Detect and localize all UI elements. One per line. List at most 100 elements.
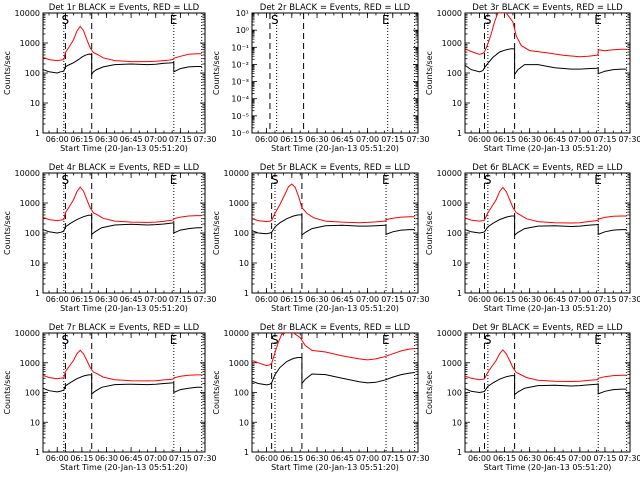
y-tick-label: 10 bbox=[452, 259, 462, 268]
x-tick-label: 06:45 bbox=[543, 454, 566, 463]
chart-title: Det 7r BLACK = Events, RED = LLD bbox=[49, 323, 200, 333]
y-tick-label: 1000 bbox=[20, 199, 40, 208]
marker-e: E bbox=[382, 173, 390, 187]
y-tick-label: 1000 bbox=[229, 199, 249, 208]
lld-series-line bbox=[43, 186, 202, 223]
events-series-line bbox=[465, 375, 627, 396]
x-tick-label: 06:15 bbox=[70, 135, 93, 144]
y-tick-label: 10⁻³ bbox=[231, 78, 249, 87]
x-tick-label: 07:30 bbox=[406, 454, 429, 463]
x-tick-label: 06:45 bbox=[543, 135, 566, 144]
x-axis-label: Start Time (20-Jan-13 05:51:20) bbox=[271, 304, 399, 313]
plot-frame bbox=[251, 172, 419, 294]
x-tick-label: 07:30 bbox=[193, 454, 216, 463]
panel-7: Det 7r BLACK = Events, RED = LLD 1 10 100 10… bbox=[3, 323, 217, 472]
x-tick-label: 06:30 bbox=[518, 295, 541, 304]
events-series-line bbox=[43, 374, 202, 395]
y-tick-label: 10 bbox=[452, 99, 462, 108]
chart-title: Det 3r BLACK = Events, RED = LLD bbox=[472, 3, 623, 13]
x-axis-label: Start Time (20-Jan-13 05:51:20) bbox=[484, 463, 612, 472]
y-tick-label: 10 bbox=[30, 99, 40, 108]
x-tick-label: 06:15 bbox=[280, 454, 303, 463]
x-tick-label: 07:15 bbox=[169, 295, 192, 304]
x-tick-label: 07:00 bbox=[568, 135, 591, 144]
y-tick-label: 1000 bbox=[20, 359, 40, 368]
panel-2: Det 2r BLACK = Events, RED = LLD 10⁻⁶ 10⁻⁵… bbox=[212, 3, 430, 153]
marker-s: S bbox=[271, 333, 279, 347]
x-tick-label: 07:30 bbox=[193, 295, 216, 304]
y-tick-label: 1000 bbox=[20, 39, 40, 48]
y-tick-label: 10 bbox=[452, 418, 462, 427]
plot-frame bbox=[42, 172, 206, 294]
x-tick-label: 06:00 bbox=[46, 135, 69, 144]
x-tick-label: 06:15 bbox=[280, 295, 303, 304]
lld-series-line bbox=[465, 13, 627, 58]
y-tick-label: 10000 bbox=[15, 169, 40, 178]
panel-6: Det 6r BLACK = Events, RED = LLD 1 10 100 10… bbox=[425, 163, 640, 313]
y-tick-label: 100 bbox=[25, 229, 40, 238]
y-axis-label: Counts/sec bbox=[212, 211, 221, 255]
x-tick-label: 06:45 bbox=[120, 295, 143, 304]
y-tick-label: 10¹ bbox=[236, 9, 249, 18]
y-tick-label: 10000 bbox=[437, 9, 462, 18]
lld-series-line bbox=[465, 186, 627, 224]
y-tick-label: 1 bbox=[457, 129, 462, 138]
x-tick-label: 07:15 bbox=[593, 135, 616, 144]
x-tick-label: 07:30 bbox=[193, 135, 216, 144]
x-tick-label: 06:45 bbox=[120, 454, 143, 463]
x-axis-label: Start Time (20-Jan-13 05:51:20) bbox=[271, 144, 399, 153]
y-tick-label: 1 bbox=[244, 289, 249, 298]
x-tick-label: 07:00 bbox=[144, 295, 167, 304]
x-tick-label: 06:30 bbox=[95, 295, 118, 304]
marker-e: E bbox=[170, 333, 178, 347]
marker-e: E bbox=[594, 333, 602, 347]
x-tick-label: 07:15 bbox=[381, 135, 404, 144]
lld-series-line bbox=[252, 333, 415, 367]
events-series-line bbox=[252, 214, 415, 237]
marker-s: S bbox=[271, 173, 279, 187]
x-tick-label: 07:00 bbox=[568, 454, 591, 463]
x-tick-label: 06:45 bbox=[331, 454, 354, 463]
y-tick-label: 1 bbox=[35, 289, 40, 298]
lld-series-line bbox=[43, 349, 202, 382]
x-tick-label: 07:00 bbox=[144, 135, 167, 144]
x-tick-label: 06:30 bbox=[306, 295, 329, 304]
y-tick-label: 1 bbox=[457, 448, 462, 457]
x-tick-label: 07:30 bbox=[618, 135, 640, 144]
y-tick-label: 1000 bbox=[442, 39, 462, 48]
plot-frame bbox=[464, 332, 631, 453]
y-tick-label: 10 bbox=[30, 418, 40, 427]
y-tick-label: 10⁻⁶ bbox=[231, 129, 249, 138]
y-tick-label: 1000 bbox=[442, 359, 462, 368]
panel-8: Det 8r BLACK = Events, RED = LLD 1 10 100 10… bbox=[212, 323, 430, 472]
x-tick-label: 06:30 bbox=[306, 454, 329, 463]
x-tick-label: 07:00 bbox=[568, 295, 591, 304]
y-tick-label: 10⁻⁵ bbox=[231, 112, 249, 121]
x-tick-label: 07:15 bbox=[593, 295, 616, 304]
plot-frame bbox=[251, 332, 419, 453]
x-tick-label: 06:45 bbox=[331, 135, 354, 144]
y-tick-label: 10⁻⁴ bbox=[231, 95, 249, 104]
y-tick-label: 1 bbox=[35, 448, 40, 457]
y-tick-label: 1 bbox=[244, 448, 249, 457]
plot-frame bbox=[464, 12, 631, 134]
y-axis-label: Counts/sec bbox=[425, 51, 434, 95]
y-tick-label: 100 bbox=[447, 229, 462, 238]
x-tick-label: 07:15 bbox=[169, 454, 192, 463]
lld-series-line bbox=[43, 25, 202, 63]
x-tick-label: 07:30 bbox=[406, 295, 429, 304]
x-tick-label: 06:15 bbox=[493, 135, 516, 144]
x-tick-label: 07:15 bbox=[593, 454, 616, 463]
x-tick-label: 06:15 bbox=[70, 295, 93, 304]
x-tick-label: 06:00 bbox=[46, 454, 69, 463]
x-tick-label: 07:30 bbox=[406, 135, 429, 144]
marker-s: S bbox=[61, 173, 69, 187]
y-tick-label: 10 bbox=[239, 259, 249, 268]
x-tick-label: 06:00 bbox=[255, 295, 278, 304]
marker-s: S bbox=[61, 13, 69, 27]
x-tick-label: 06:00 bbox=[468, 295, 491, 304]
y-tick-label: 100 bbox=[25, 69, 40, 78]
chart-title: Det 6r BLACK = Events, RED = LLD bbox=[472, 163, 623, 173]
x-tick-label: 06:30 bbox=[518, 454, 541, 463]
x-tick-label: 06:45 bbox=[543, 295, 566, 304]
